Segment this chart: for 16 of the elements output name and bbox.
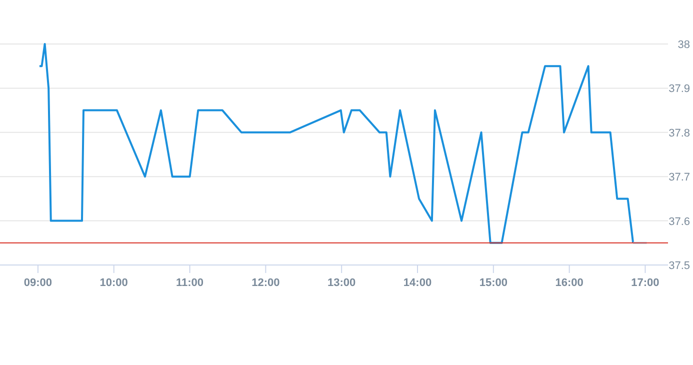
x-tick-label: 09:00	[24, 277, 52, 289]
x-tick-label: 14:00	[403, 277, 432, 289]
x-tick-label: 13:00	[328, 277, 356, 289]
x-tick-label: 17:00	[631, 277, 660, 289]
x-tick-label: 10:00	[100, 277, 128, 289]
x-tick-label: 15:00	[479, 277, 508, 289]
x-tick-label: 16:00	[555, 277, 584, 289]
line-series	[38, 43, 634, 244]
x-tick-label: 11:00	[176, 277, 204, 289]
y-tick-label: 37.6	[668, 216, 690, 228]
y-tick-label: 37.9	[668, 83, 690, 96]
y-tick-label: 37.5	[668, 260, 690, 272]
x-tick-label: 12:00	[252, 277, 280, 289]
y-tick-label: 37.8	[668, 127, 690, 140]
y-tick-label: 37.7	[668, 172, 690, 184]
y-tick-label: 38	[678, 39, 690, 51]
